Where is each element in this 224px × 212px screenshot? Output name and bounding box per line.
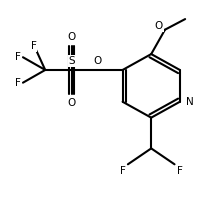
Text: O: O — [68, 32, 76, 42]
Text: F: F — [120, 166, 126, 176]
Text: F: F — [15, 78, 21, 88]
Text: O: O — [155, 21, 163, 31]
Text: F: F — [177, 166, 183, 176]
Text: N: N — [186, 97, 194, 107]
Text: O: O — [93, 56, 101, 66]
Text: F: F — [31, 41, 37, 51]
Text: S: S — [68, 56, 75, 66]
Text: F: F — [15, 52, 21, 62]
Text: O: O — [68, 98, 76, 107]
